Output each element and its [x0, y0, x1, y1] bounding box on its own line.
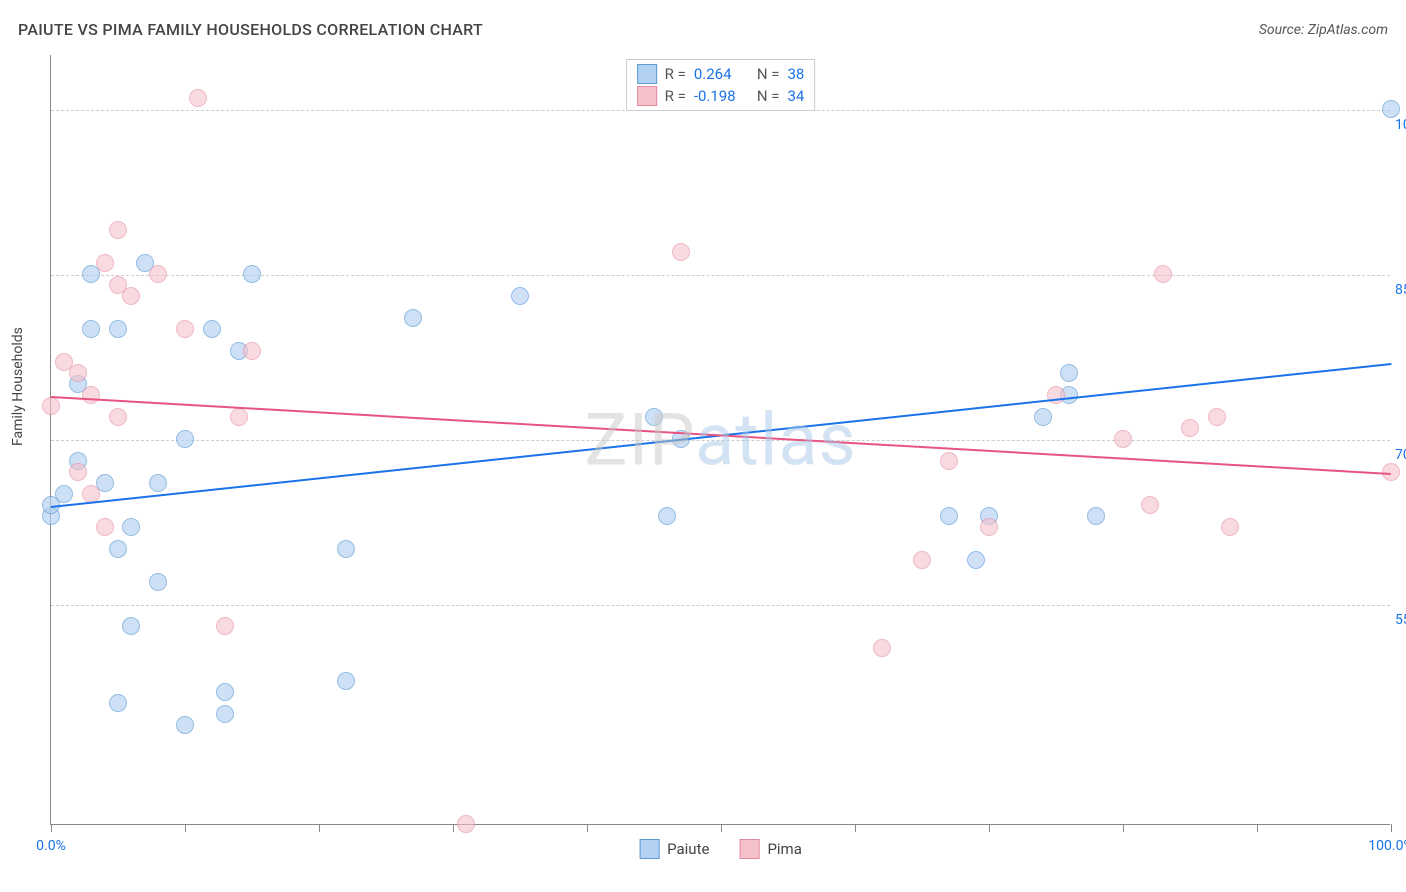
data-point [1114, 430, 1132, 448]
data-point [109, 694, 127, 712]
data-point [82, 386, 100, 404]
data-point [189, 89, 207, 107]
r-label: R = [665, 87, 686, 105]
grid-line [51, 605, 1390, 606]
legend-swatch [639, 839, 659, 859]
data-point [672, 243, 690, 261]
data-point [149, 474, 167, 492]
data-point [109, 320, 127, 338]
data-point [1208, 408, 1226, 426]
data-point [69, 364, 87, 382]
data-point [176, 430, 194, 448]
legend-swatch [637, 64, 657, 84]
data-point [404, 309, 422, 327]
series-legend: Paiute Pima [639, 839, 802, 859]
x-tick [319, 824, 320, 832]
data-point [230, 408, 248, 426]
data-point [337, 672, 355, 690]
grid-line [51, 440, 1390, 441]
x-tick [855, 824, 856, 832]
source-label: Source: ZipAtlas.com [1259, 22, 1388, 38]
x-tick [587, 824, 588, 832]
data-point [1034, 408, 1052, 426]
x-tick [721, 824, 722, 832]
data-point [1382, 100, 1400, 118]
data-point [42, 397, 60, 415]
data-point [337, 540, 355, 558]
n-label: N = [757, 65, 780, 83]
data-point [1060, 364, 1078, 382]
data-point [176, 320, 194, 338]
series-name: Pima [767, 840, 801, 858]
y-tick-label: 70.0% [1395, 447, 1406, 463]
data-point [1181, 419, 1199, 437]
x-tick [453, 824, 454, 832]
data-point [69, 463, 87, 481]
r-value: 0.264 [694, 65, 749, 83]
legend-row: R = 0.264 N = 38 [637, 64, 805, 84]
data-point [940, 507, 958, 525]
scatter-plot: ZIPatlas 55.0%70.0%85.0%100.0%0.0%100.0%… [50, 55, 1390, 825]
data-point [96, 518, 114, 536]
data-point [203, 320, 221, 338]
data-point [55, 485, 73, 503]
x-tick [1391, 824, 1392, 832]
data-point [82, 320, 100, 338]
legend-swatch [739, 839, 759, 859]
data-point [216, 705, 234, 723]
y-tick-label: 100.0% [1395, 117, 1406, 133]
data-point [109, 221, 127, 239]
x-tick [1257, 824, 1258, 832]
data-point [122, 287, 140, 305]
data-point [243, 265, 261, 283]
x-tick [1123, 824, 1124, 832]
legend-swatch [637, 86, 657, 106]
data-point [967, 551, 985, 569]
data-point [1154, 265, 1172, 283]
x-tick-label: 100.0% [1368, 838, 1406, 854]
data-point [176, 716, 194, 734]
chart-title: PAIUTE VS PIMA FAMILY HOUSEHOLDS CORRELA… [18, 20, 483, 39]
data-point [645, 408, 663, 426]
data-point [1087, 507, 1105, 525]
data-point [1221, 518, 1239, 536]
n-value: 34 [787, 87, 804, 105]
x-tick [185, 824, 186, 832]
data-point [149, 573, 167, 591]
x-tick [51, 824, 52, 832]
y-tick-label: 55.0% [1395, 612, 1406, 628]
data-point [658, 507, 676, 525]
data-point [96, 254, 114, 272]
legend-row: R = -0.198 N = 34 [637, 86, 805, 106]
r-value: -0.198 [694, 87, 749, 105]
y-axis-label: Family Households [10, 327, 26, 446]
data-point [980, 518, 998, 536]
r-label: R = [665, 65, 686, 83]
data-point [216, 683, 234, 701]
legend-item: Pima [739, 839, 801, 859]
data-point [913, 551, 931, 569]
data-point [511, 287, 529, 305]
data-point [149, 265, 167, 283]
data-point [122, 518, 140, 536]
data-point [243, 342, 261, 360]
data-point [940, 452, 958, 470]
data-point [122, 617, 140, 635]
data-point [873, 639, 891, 657]
n-label: N = [757, 87, 780, 105]
y-tick-label: 85.0% [1395, 282, 1406, 298]
data-point [216, 617, 234, 635]
legend-item: Paiute [639, 839, 709, 859]
series-name: Paiute [667, 840, 709, 858]
data-point [457, 815, 475, 833]
n-value: 38 [787, 65, 804, 83]
data-point [109, 408, 127, 426]
correlation-legend: R = 0.264 N = 38 R = -0.198 N = 34 [626, 59, 816, 111]
x-tick [989, 824, 990, 832]
data-point [1141, 496, 1159, 514]
x-tick-label: 0.0% [36, 838, 66, 854]
data-point [109, 540, 127, 558]
